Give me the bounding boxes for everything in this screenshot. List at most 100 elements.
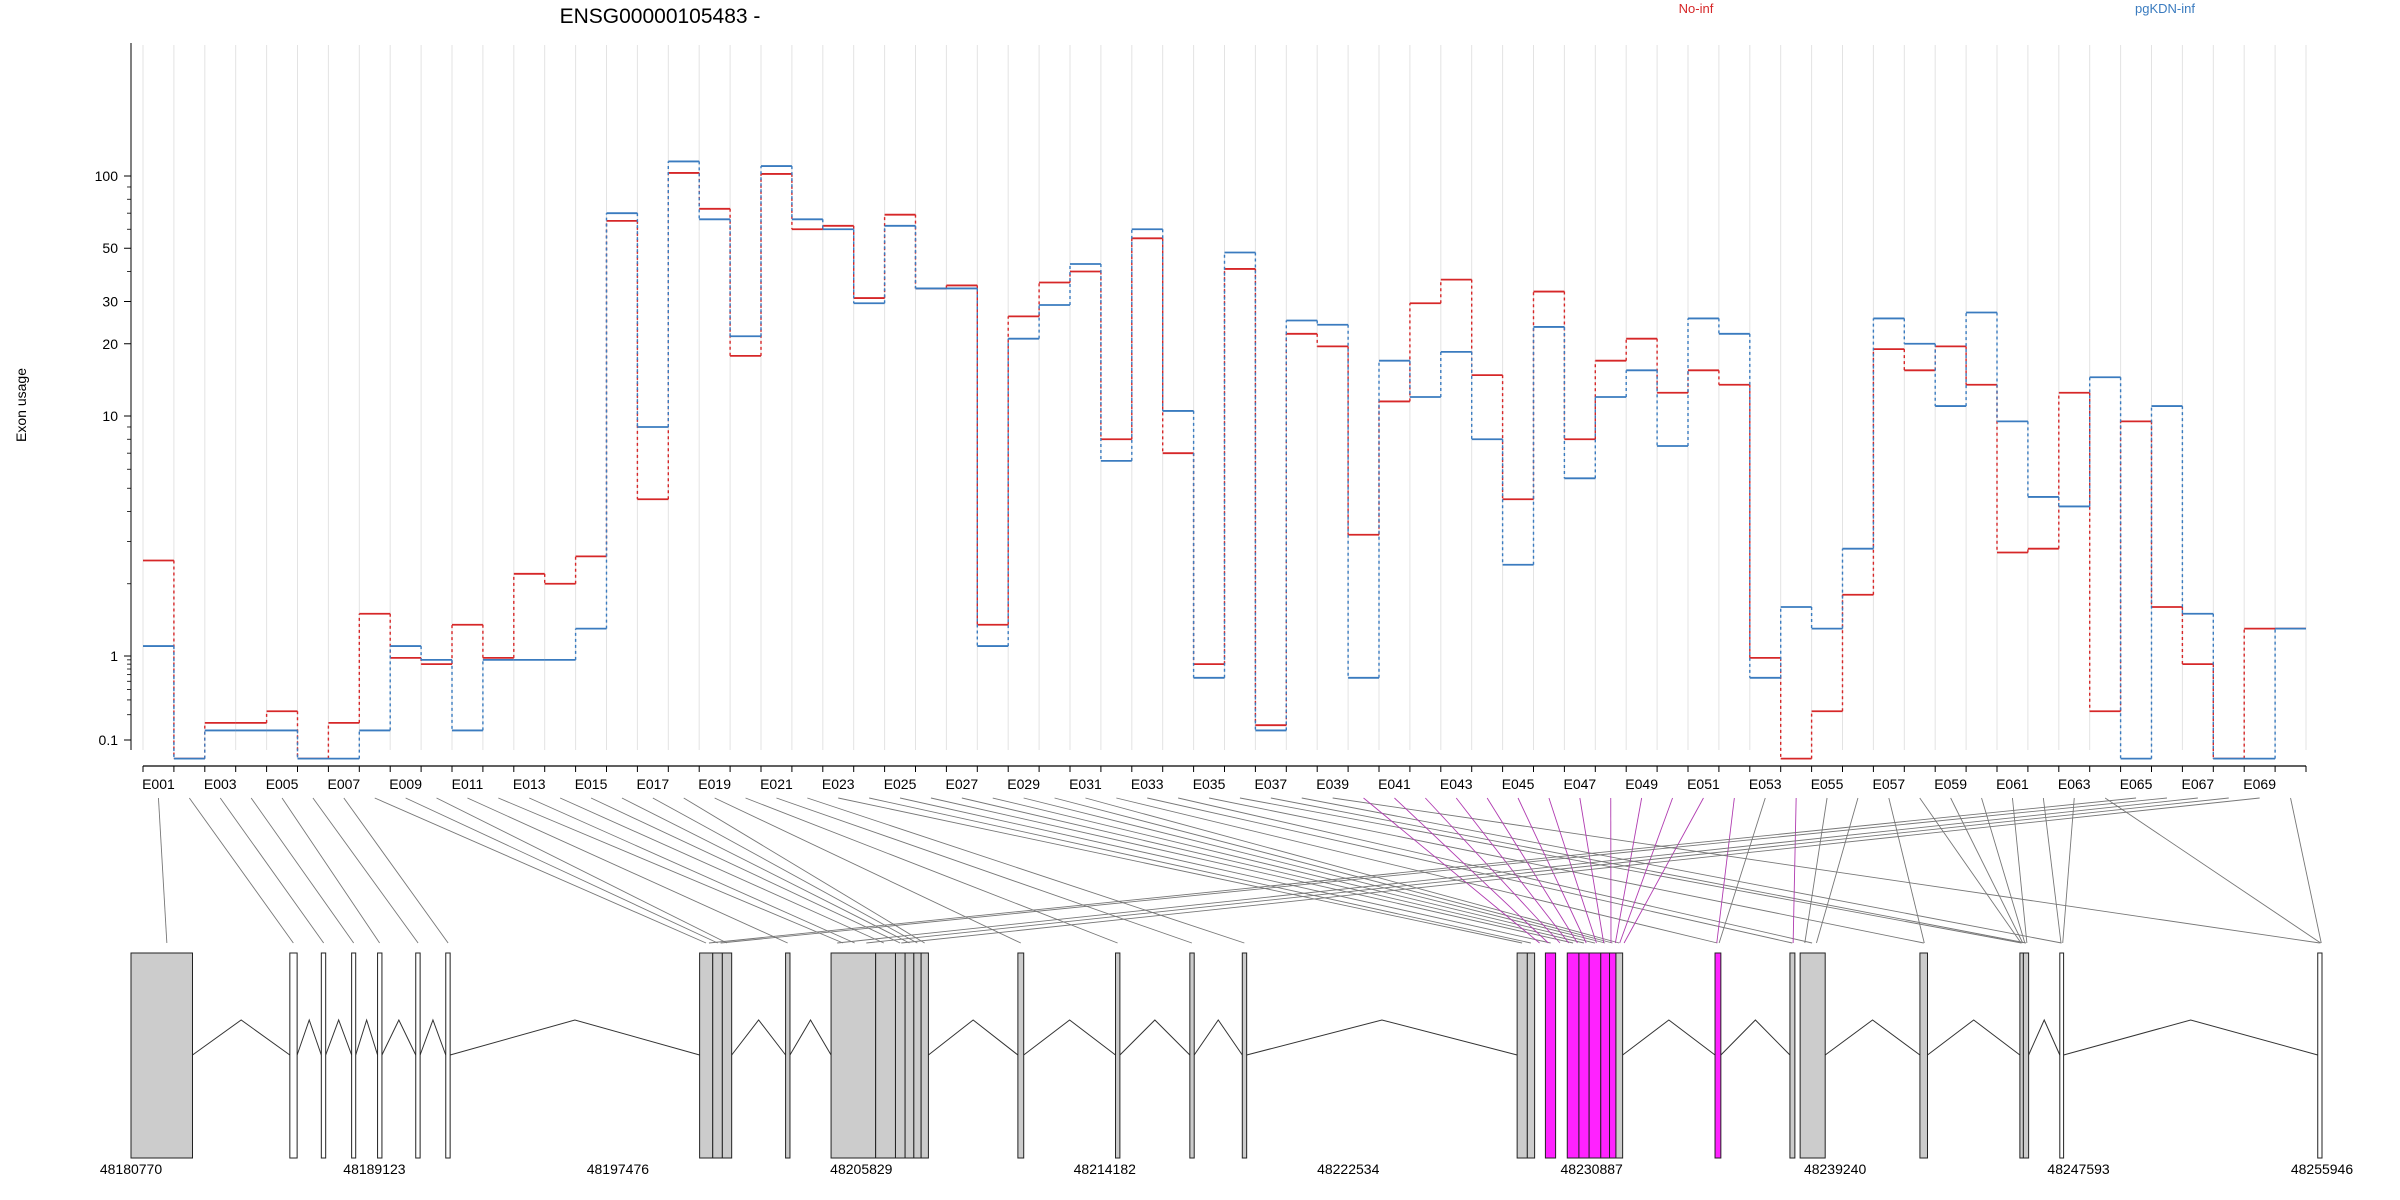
y-tick-label: 100: [95, 168, 119, 184]
exon-block: [1789, 952, 1796, 1159]
connector-line: [1792, 797, 1797, 944]
exon-block: [1115, 952, 1121, 1159]
exon-block: [699, 952, 714, 1159]
connector-line: [436, 797, 728, 944]
x-tick-label: E023: [822, 776, 855, 792]
connector-line: [250, 797, 355, 944]
connector-line: [901, 797, 2260, 944]
x-tick-label: E069: [2243, 776, 2276, 792]
connector-line: [1517, 797, 1587, 944]
y-axis: 0.1 1 10 20 30 50 100: [95, 43, 132, 750]
x-tick-label: E063: [2058, 776, 2091, 792]
x-tick-label: E057: [1872, 776, 1905, 792]
x-tick-label: E005: [266, 776, 299, 792]
connector-line: [1950, 797, 2024, 944]
connector-line: [1054, 797, 1613, 944]
series-lines: [143, 160, 2306, 760]
exon-block: [1544, 952, 1557, 1159]
connector-line: [720, 797, 2167, 944]
connector-line: [281, 797, 380, 944]
legend-entry-no-inf: No-inf: [1679, 1, 1714, 16]
connector-line: [930, 797, 1574, 944]
exon-block: [1189, 952, 1195, 1159]
exon-block: [1609, 952, 1617, 1159]
intron-line: [296, 1018, 322, 1056]
gene-model: [130, 952, 2323, 1159]
x-axis: E001 E003 E005 E007 E009 E011 E013 E015 E017 E019…: [142, 765, 2307, 792]
genomic-coordinate-label: 48189123: [343, 1161, 406, 1177]
x-tick-label: E033: [1131, 776, 1164, 792]
connector-line: [621, 797, 910, 944]
exon-block: [2317, 952, 2323, 1159]
connector-line: [1363, 797, 1540, 944]
x-tick-label: E009: [389, 776, 422, 792]
x-tick-label: E019: [698, 776, 731, 792]
x-tick-label: E059: [1934, 776, 1967, 792]
connector-line: [1579, 797, 1605, 944]
x-tick-label: E055: [1811, 776, 1844, 792]
y-axis-label: Exon usage: [13, 368, 29, 442]
genomic-coordinate-label: 48222534: [1317, 1161, 1380, 1177]
intron-line: [1119, 1019, 1191, 1056]
x-tick-label: E061: [1996, 776, 2029, 792]
x-tick-label: E025: [884, 776, 917, 792]
intron-line: [1246, 1019, 1518, 1056]
legend-entry-pgkdn-inf: pgKDN-inf: [2135, 1, 2195, 16]
connector-line: [652, 797, 918, 944]
x-tick-label: E053: [1749, 776, 1782, 792]
connector-line: [1455, 797, 1570, 944]
exon-block: [721, 952, 733, 1159]
connector-line: [158, 797, 168, 944]
connector-line: [1804, 797, 1828, 944]
connector-line: [1623, 797, 1704, 944]
genomic-coordinate-label: 48247593: [2047, 1161, 2110, 1177]
connector-line: [866, 797, 2229, 944]
chart-title: ENSG00000105483 -: [560, 5, 761, 28]
exon-block: [785, 952, 791, 1159]
y-tick-label: 0.1: [99, 732, 119, 748]
connector-line: [838, 797, 1523, 944]
connector-line: [1486, 797, 1578, 944]
x-tick-label: E067: [2181, 776, 2214, 792]
x-tick-label: E037: [1254, 776, 1287, 792]
connector-line: [745, 797, 1118, 944]
genomic-coordinate-label: 48255946: [2291, 1161, 2354, 1177]
x-tick-label: E031: [1069, 776, 1102, 792]
connector-line: [312, 797, 419, 944]
genomic-coordinate-axis: 48180770 48189123 48197476 48205829 48214182…: [100, 1161, 2354, 1177]
x-tick-label: E001: [142, 776, 175, 792]
x-tick-label: E013: [513, 776, 546, 792]
connector-line: [1614, 797, 1643, 944]
series-pgkdn-inf: [143, 160, 2306, 760]
connector-line: [1147, 797, 1793, 944]
connector-line: [961, 797, 1584, 944]
intron-line: [789, 1019, 832, 1056]
connector-line: [405, 797, 718, 944]
x-tick-label: E011: [452, 776, 484, 792]
exon-block: [913, 952, 922, 1159]
x-tick-label: E039: [1316, 776, 1349, 792]
connector-line: [374, 797, 707, 944]
connector-line: [1239, 797, 2022, 944]
connector-line: [1919, 797, 2022, 944]
x-tick-label: E027: [945, 776, 978, 792]
y-tick-label: 50: [102, 240, 118, 256]
y-tick-label: 1: [110, 648, 118, 664]
connector-line: [1332, 797, 2320, 944]
connector-line: [1301, 797, 2062, 944]
intron-line: [450, 1019, 700, 1056]
connector-line: [899, 797, 1551, 944]
genomic-coordinate-label: 48214182: [1074, 1161, 1137, 1177]
intron-line: [381, 1018, 417, 1056]
exon-block: [2019, 952, 2024, 1159]
connector-line: [776, 797, 1193, 944]
exon-block: [1017, 952, 1025, 1159]
exon-block: [1526, 952, 1536, 1159]
connector-line: [714, 797, 1021, 944]
connector-line: [219, 797, 325, 944]
connector-line: [683, 797, 925, 944]
intron-line: [1193, 1019, 1243, 1056]
connector-line: [807, 797, 1245, 944]
connector-line: [1548, 797, 1597, 944]
